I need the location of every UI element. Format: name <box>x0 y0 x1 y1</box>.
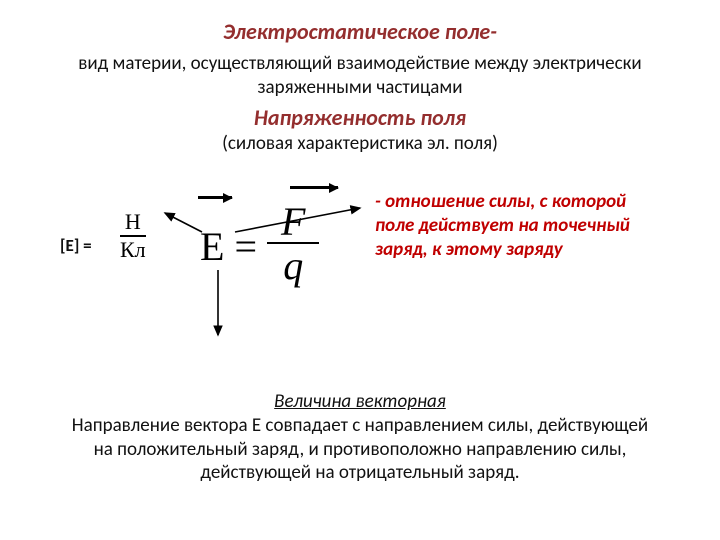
units-denominator: Кл <box>120 237 146 262</box>
vector-arrow-icon <box>198 196 232 199</box>
bottom-paragraph: Величина векторная Направление вектора Е… <box>70 390 650 485</box>
definition-note: - отношение силы, с которой поле действу… <box>375 190 660 261</box>
page-title: Электростатическое поле- <box>0 18 720 45</box>
section-subtitle: (силовая характеристика эл. поля) <box>0 132 720 155</box>
section-title: Напряженность поля <box>0 104 720 131</box>
fraction-denominator: q <box>269 244 317 286</box>
vector-arrow-icon <box>290 186 338 189</box>
main-equation: E = F q <box>200 198 319 282</box>
formula-area: [E] = Н Кл E = F q <box>60 180 660 350</box>
units-fraction: Н Кл <box>120 210 146 262</box>
units-numerator: Н <box>120 210 146 237</box>
slide: Электростатическое поле- вид материи, ос… <box>0 0 720 540</box>
fraction-numerator: F <box>267 202 319 244</box>
bottom-lead: Величина векторная <box>274 390 446 413</box>
equals-sign: = <box>234 223 257 270</box>
units-label: [E] = <box>60 235 92 256</box>
fraction: F q <box>267 202 319 286</box>
page-subtitle: вид материи, осуществляющий взаимодейств… <box>70 52 650 100</box>
symbol-e: E <box>200 223 224 270</box>
bottom-rest: Направление вектора Е совпадает с направ… <box>72 414 648 485</box>
